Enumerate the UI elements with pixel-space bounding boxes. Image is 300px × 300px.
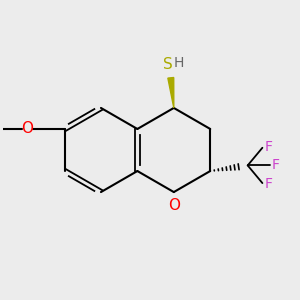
Text: H: H — [173, 56, 184, 70]
Text: O: O — [22, 122, 34, 136]
Text: O: O — [168, 197, 180, 212]
Text: S: S — [163, 57, 172, 72]
Polygon shape — [168, 77, 174, 108]
Text: F: F — [265, 177, 272, 191]
Text: F: F — [265, 140, 272, 154]
Text: F: F — [272, 158, 280, 172]
